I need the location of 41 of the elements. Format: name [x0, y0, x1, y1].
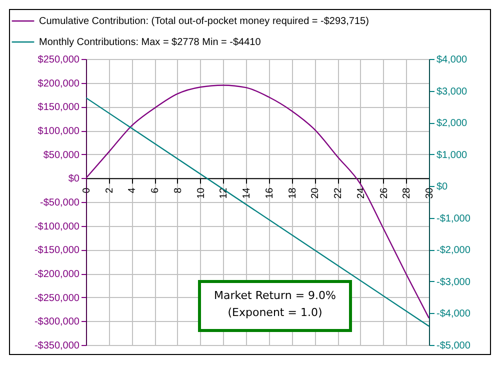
x-tick-label: 16 — [264, 187, 276, 199]
x-tick-label: 28 — [402, 187, 413, 199]
y2-tick-label: -$1,000 — [436, 213, 471, 224]
y-tick-label: $100,000 — [38, 126, 80, 137]
y2-tick-label: -$2,000 — [436, 245, 471, 256]
x-tick-label: 20 — [310, 187, 322, 199]
y-tick-label: -$150,000 — [34, 245, 80, 256]
annotation: (Exponent = 1.0) — [226, 305, 324, 321]
x-tick-label: 18 — [287, 187, 298, 199]
annotation: Market Return = 9.0% — [213, 288, 337, 304]
y-tick-label: $50,000 — [43, 150, 80, 161]
y-tick-label: $250,000 — [38, 54, 80, 66]
x-tick-label: 8 — [172, 187, 184, 194]
y-tick-label: $200,000 — [38, 78, 80, 90]
legend-label: Cumulative Contribution: (Total out-of-pocket money required = -$293,715) — [39, 16, 369, 27]
x-tick-label: 24 — [356, 187, 367, 199]
x-tick-label: 10 — [196, 187, 207, 199]
y-tick-label: -$100,000 — [34, 221, 80, 232]
y-tick-label: -$200,000 — [34, 269, 80, 280]
y-tick-label: -$300,000 — [34, 316, 80, 328]
x-tick-label: 4 — [127, 187, 138, 194]
y-tick-label: -$250,000 — [34, 292, 80, 304]
x-tick-label: 6 — [150, 187, 162, 194]
y2-tick-label: $4,000 — [436, 54, 468, 66]
y2-tick-label: -$5,000 — [436, 340, 471, 352]
y2-tick-label: $0 — [436, 182, 448, 193]
y-tick-label: -$350,000 — [34, 340, 80, 352]
y-tick-label: $150,000 — [38, 102, 80, 114]
x-tick-label: 2 — [104, 187, 116, 194]
x-tick-label: 12 — [218, 187, 230, 199]
y2-tick-label: -$4,000 — [436, 308, 471, 320]
legend-label: Monthly Contributions: Max = $2778 Min = -$4410 — [39, 37, 262, 48]
y2-tick-label: -$3,000 — [436, 276, 471, 288]
y-tick-label: $0 — [68, 174, 80, 185]
x-tick-label: 14 — [242, 187, 253, 199]
y2-tick-label: $1,000 — [436, 150, 468, 161]
x-tick-label: 22 — [333, 187, 344, 199]
y2-tick-label: $2,000 — [436, 118, 468, 130]
y-tick-label: -$50,000 — [40, 198, 80, 208]
y2-tick-label: $3,000 — [436, 86, 468, 98]
x-tick-label: 26 — [378, 187, 390, 199]
